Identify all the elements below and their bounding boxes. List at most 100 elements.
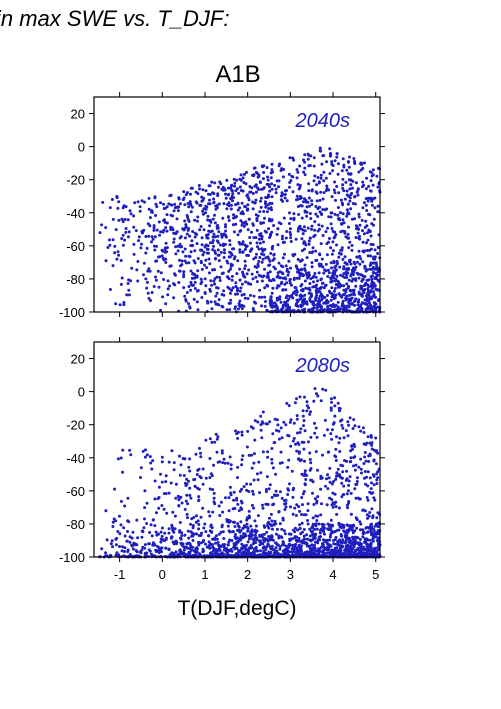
scatter-point — [197, 495, 201, 499]
scatter-point — [326, 268, 330, 272]
scatter-point — [237, 240, 241, 244]
scatter-point — [116, 530, 120, 533]
scatter-point — [140, 242, 143, 246]
scatter-point — [329, 432, 333, 436]
scatter-point — [108, 238, 111, 242]
scatter-point — [302, 225, 306, 229]
scatter-point — [225, 203, 229, 207]
scatter-point — [144, 448, 147, 452]
scatter-point — [278, 547, 282, 551]
scatter-point — [177, 196, 181, 200]
scatter-point — [252, 452, 256, 456]
scatter-point — [135, 550, 139, 554]
scatter-point — [262, 274, 266, 278]
scatter-point — [200, 236, 204, 240]
scatter-point — [305, 409, 309, 413]
scatter-point — [309, 435, 313, 439]
scatter-point — [356, 546, 360, 550]
scatter-point — [303, 469, 307, 473]
x-tick-label: 4 — [329, 567, 336, 582]
scatter-point — [319, 304, 323, 308]
scatter-point — [257, 260, 261, 263]
scatter-point — [177, 498, 181, 502]
scatter-point — [338, 265, 342, 269]
scatter-point — [243, 267, 247, 271]
scatter-point — [280, 527, 284, 531]
scatter-point — [349, 512, 353, 516]
scatter-point — [298, 224, 302, 228]
scatter-point — [152, 228, 156, 232]
scatter-point — [186, 202, 190, 205]
scatter-point — [323, 532, 326, 536]
scatter-point — [178, 258, 181, 262]
scatter-point — [264, 202, 267, 206]
scatter-point — [274, 532, 278, 536]
scatter-point — [310, 203, 314, 206]
scatter-point — [118, 303, 122, 307]
scatter-point — [227, 215, 231, 219]
scatter-point — [345, 168, 349, 172]
scatter-point — [246, 526, 250, 530]
scatter-point — [250, 503, 254, 507]
scatter-point — [258, 543, 262, 547]
scatter-point — [114, 228, 118, 232]
scatter-point — [292, 421, 296, 425]
scatter-point — [364, 459, 368, 463]
scatter-point — [188, 200, 192, 204]
scatter-point — [253, 419, 257, 423]
scatter-point — [284, 264, 288, 268]
scatter-point — [335, 553, 339, 557]
scatter-point — [373, 257, 377, 261]
scatter-point — [255, 241, 259, 245]
scatter-point — [322, 191, 326, 195]
scatter-point — [159, 540, 163, 544]
scatter-point — [341, 293, 345, 297]
scatter-point — [190, 534, 194, 538]
scatter-point — [336, 540, 340, 544]
scatter-point — [375, 265, 379, 269]
scatter-point — [324, 301, 328, 305]
scatter-point — [279, 426, 283, 430]
scatter-point — [314, 532, 318, 536]
scatter-point — [295, 414, 299, 418]
scatter-point — [372, 448, 376, 452]
scatter-point — [367, 285, 371, 288]
scatter-point — [351, 266, 355, 270]
scatter-point — [224, 223, 227, 227]
scatter-point — [255, 472, 259, 476]
scatter-point — [186, 502, 190, 506]
scatter-point — [98, 231, 102, 235]
scatter-point — [338, 525, 342, 529]
scatter-point — [232, 542, 236, 546]
scatter-point — [188, 306, 192, 310]
scatter-point — [342, 288, 346, 292]
scatter-point — [244, 547, 247, 551]
scatter-point — [354, 236, 358, 239]
scatter-point — [290, 293, 294, 297]
scatter-point — [177, 504, 181, 507]
scatter-point — [122, 526, 126, 530]
scatter-point — [172, 468, 176, 472]
scatter-point — [178, 236, 182, 240]
scatter-point — [189, 288, 193, 292]
scatter-point — [226, 285, 230, 289]
scatter-point — [338, 544, 342, 548]
scatter-point — [347, 160, 350, 164]
scatter-point — [362, 431, 366, 434]
scatter-point — [309, 217, 313, 220]
scatter-point — [233, 184, 236, 188]
scatter-point — [327, 215, 331, 219]
scatter-point — [153, 196, 157, 200]
scatter-point — [342, 436, 346, 440]
scatter-point — [313, 272, 317, 275]
scatter-point — [137, 235, 141, 239]
scatter-point — [268, 189, 272, 193]
scatter-point — [215, 286, 218, 290]
scatter-point — [120, 276, 124, 280]
scatter-point — [303, 293, 307, 297]
scatter-point — [363, 455, 367, 459]
scatter-point — [295, 176, 299, 180]
scatter-point — [199, 455, 203, 459]
scatter-point — [364, 482, 367, 486]
scatter-point — [117, 218, 121, 222]
